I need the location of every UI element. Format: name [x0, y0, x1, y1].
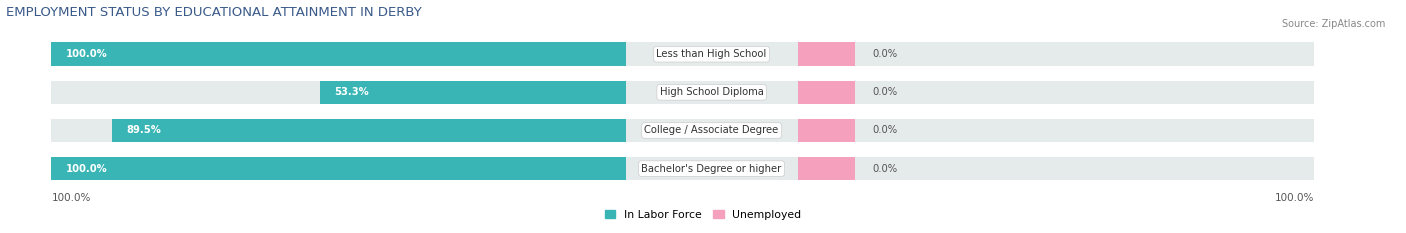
Text: 100.0%: 100.0%	[1275, 193, 1315, 203]
Text: 0.0%: 0.0%	[872, 87, 897, 97]
Bar	[797, 42, 855, 66]
Text: 0.0%: 0.0%	[872, 49, 897, 59]
Text: Less than High School: Less than High School	[657, 49, 766, 59]
Text: 89.5%: 89.5%	[127, 126, 160, 135]
Text: EMPLOYMENT STATUS BY EDUCATIONAL ATTAINMENT IN DERBY: EMPLOYMENT STATUS BY EDUCATIONAL ATTAINM…	[6, 6, 422, 19]
Legend: In Labor Force, Unemployed: In Labor Force, Unemployed	[600, 205, 806, 224]
Text: 100.0%: 100.0%	[66, 49, 108, 59]
Text: High School Diploma: High School Diploma	[659, 87, 763, 97]
Text: 100.0%: 100.0%	[66, 164, 108, 174]
Bar	[52, 119, 1315, 142]
Bar	[52, 157, 626, 180]
Bar	[52, 81, 1315, 104]
Bar	[52, 42, 1315, 66]
Bar	[797, 81, 855, 104]
Text: Source: ZipAtlas.com: Source: ZipAtlas.com	[1281, 19, 1385, 29]
Text: College / Associate Degree: College / Associate Degree	[644, 126, 779, 135]
Text: 0.0%: 0.0%	[872, 164, 897, 174]
Text: Bachelor's Degree or higher: Bachelor's Degree or higher	[641, 164, 782, 174]
Bar	[797, 157, 855, 180]
Text: 0.0%: 0.0%	[872, 126, 897, 135]
Bar	[319, 81, 626, 104]
Bar	[111, 119, 626, 142]
Text: 53.3%: 53.3%	[333, 87, 368, 97]
Bar	[52, 157, 1315, 180]
Bar	[797, 119, 855, 142]
Text: 100.0%: 100.0%	[52, 193, 91, 203]
Bar	[52, 42, 626, 66]
